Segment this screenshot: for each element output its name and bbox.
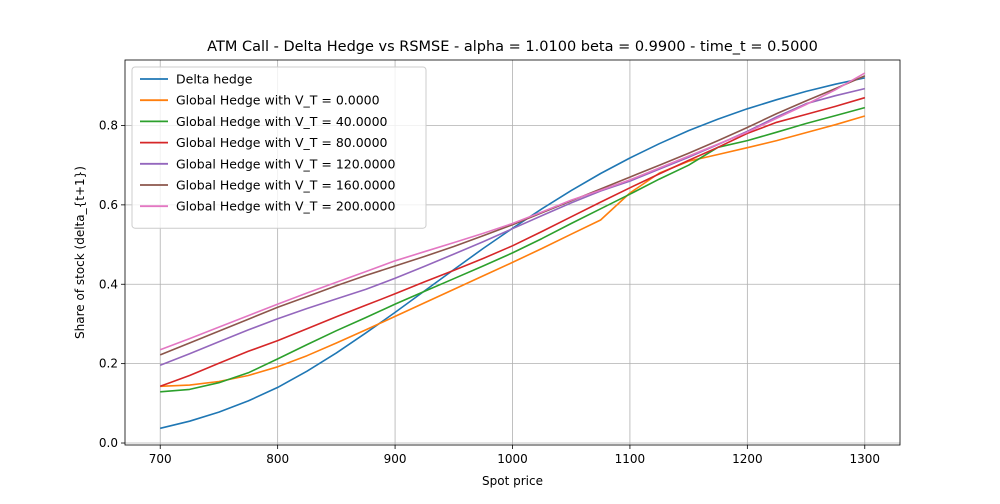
x-tick-label: 1200 xyxy=(732,452,763,466)
legend-entry-label: Global Hedge with V_T = 80.0000 xyxy=(176,135,388,150)
series-line-6 xyxy=(159,75,866,356)
legend-entry-label: Global Hedge with V_T = 40.0000 xyxy=(176,114,388,129)
y-tick-label: 0.2 xyxy=(99,357,118,371)
legend-entry-label: Delta hedge xyxy=(176,72,253,87)
y-tick-label: 0.0 xyxy=(99,436,118,450)
series-line-7 xyxy=(159,72,866,351)
chart-title: ATM Call - Delta Hedge vs RSMSE - alpha … xyxy=(207,39,818,55)
legend: Delta hedge Global Hedge with V_T = 0.000… xyxy=(131,66,427,229)
x-tick-label: 800 xyxy=(266,452,289,466)
x-tick-label: 1100 xyxy=(615,452,646,466)
x-tick-label: 900 xyxy=(384,452,407,466)
x-tick-label: 1300 xyxy=(849,452,880,466)
y-tick-label: 0.6 xyxy=(99,198,118,212)
legend-entry-label: Global Hedge with V_T = 200.0000 xyxy=(176,199,396,214)
series-line-3 xyxy=(160,106,866,393)
legend-entry-label: Global Hedge with V_T = 0.0000 xyxy=(176,93,380,108)
legend-box xyxy=(131,66,427,229)
axis-ticks: 700 800 900 1000 1100 1200 1300 0.0 0.2 0.4 0.6 0.8 xyxy=(99,118,880,466)
x-tick-label: 1000 xyxy=(497,452,528,466)
series-lines xyxy=(159,72,866,430)
legend-entry-label: Global Hedge with V_T = 120.0000 xyxy=(176,156,396,171)
legend-entry-label: Global Hedge with V_T = 160.0000 xyxy=(176,178,396,193)
series-line-2 xyxy=(160,115,866,388)
y-tick-label: 0.4 xyxy=(99,277,118,291)
x-axis-label: Spot price xyxy=(482,474,543,488)
x-tick-label: 700 xyxy=(149,452,172,466)
y-axis-label: Share of stock (delta_{t+1}) xyxy=(73,166,87,339)
series-line-4 xyxy=(159,96,866,388)
y-tick-label: 0.8 xyxy=(99,118,118,132)
